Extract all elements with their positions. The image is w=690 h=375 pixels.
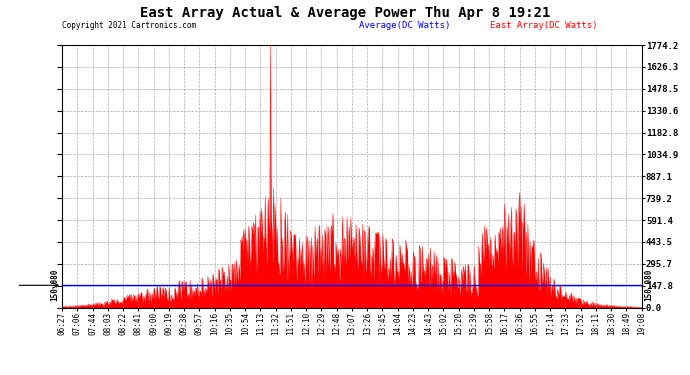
Text: Average(DC Watts): Average(DC Watts) — [359, 21, 450, 30]
Text: Copyright 2021 Cartronics.com: Copyright 2021 Cartronics.com — [62, 21, 196, 30]
Text: East Array(DC Watts): East Array(DC Watts) — [490, 21, 598, 30]
Text: East Array Actual & Average Power Thu Apr 8 19:21: East Array Actual & Average Power Thu Ap… — [140, 6, 550, 20]
Text: 150.080: 150.080 — [50, 269, 59, 302]
Text: 150.080: 150.080 — [644, 269, 653, 302]
